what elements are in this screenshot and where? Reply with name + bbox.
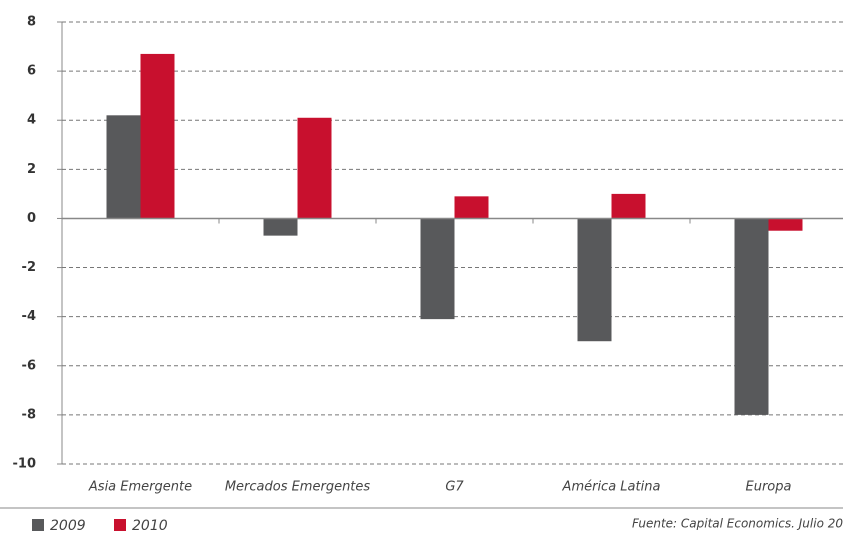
x-tick-label: G7 [445,480,464,495]
bar [454,196,489,219]
x-tick-label: América Latina [562,480,661,495]
legend-swatch [32,519,44,531]
y-tick-label: 4 [27,113,36,128]
y-tick-label: 0 [27,211,36,226]
x-tick-label: Europa [746,480,792,495]
bar [734,218,769,415]
y-tick-label: -10 [13,457,37,472]
bar [577,218,612,342]
y-tick-label: 6 [27,64,36,79]
y-tick-label: 2 [27,162,36,177]
bar [768,218,803,231]
bar [420,218,455,320]
y-tick-label: 8 [27,15,36,30]
bar [263,218,298,236]
legend-swatch [114,519,126,531]
legend-label: 2010 [132,518,168,534]
y-tick-label: -6 [22,358,36,373]
bar [611,193,646,219]
source-note: Fuente: Capital Economics. Julio 20 [632,517,843,531]
legend-label: 2009 [50,518,86,534]
y-tick-label: -4 [22,309,36,324]
y-tick-label: -2 [22,260,36,275]
bar [140,53,175,219]
bar [297,117,332,219]
x-tick-label: Mercados Emergentes [225,480,371,495]
bar [106,115,141,219]
y-tick-label: -8 [22,407,36,422]
x-tick-label: Asia Emergente [88,480,192,495]
